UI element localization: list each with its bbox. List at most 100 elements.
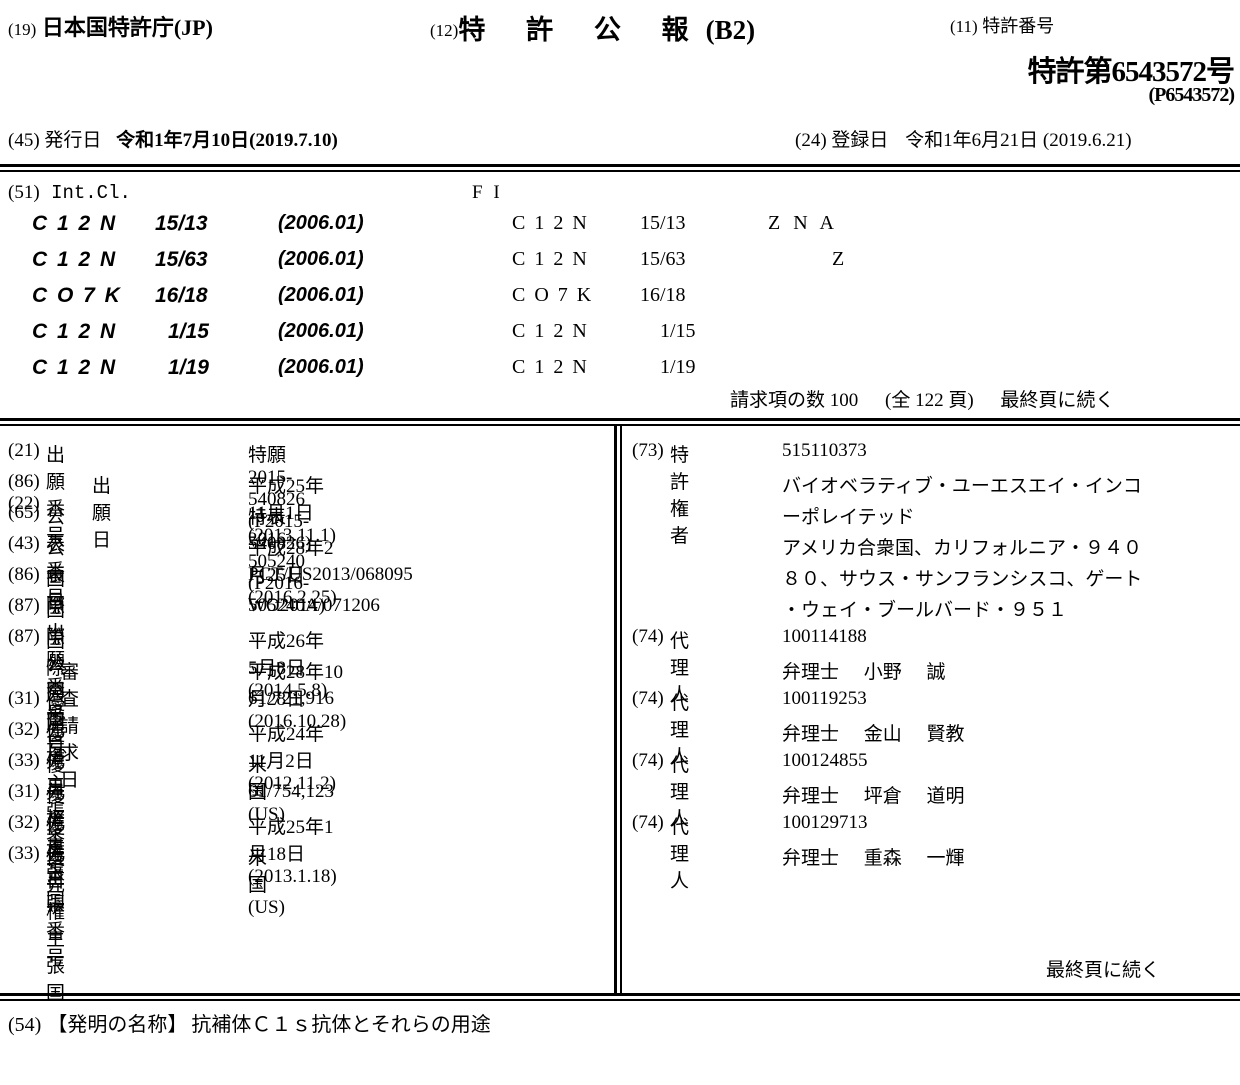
agent-family-name: 重森: [863, 848, 902, 869]
agent-family-name: 坪倉: [863, 786, 902, 807]
field-label: 代理人: [670, 693, 690, 768]
fi-symbol: C 1 2 N: [512, 356, 589, 378]
field-value: WO2014/071206: [248, 595, 380, 616]
field-label: 国際出願番号: [46, 569, 66, 725]
inid-code: (21): [8, 440, 40, 461]
inid-code: (31): [8, 688, 40, 709]
field-label: 公表日: [46, 538, 66, 613]
fi-symbol: C 1 2 N: [512, 320, 589, 342]
agent-given-name: 賢教: [926, 724, 965, 745]
page-title: 抗補体Ｃ１ｓ抗体とそれらの用途: [191, 1014, 491, 1036]
field-label: 優先権主張国: [46, 848, 66, 1004]
fi-group: 15/63: [640, 248, 686, 270]
inid-code: (74): [632, 626, 664, 647]
field-value: 平成28年2月25日 (2016.2.25): [248, 538, 337, 608]
field-label: 代理人: [670, 817, 690, 892]
inid-code: (33): [8, 750, 40, 771]
field-label: 優先権主張国: [46, 755, 66, 911]
document-title-text: 特 許 公 報: [458, 15, 706, 45]
document-code: (12): [430, 21, 459, 40]
intcl-header: (51) Int.Cl.: [8, 182, 131, 204]
claims-count: 請求項の数 100: [730, 390, 859, 411]
field-label: 審査請求日: [60, 662, 80, 791]
patentee-name-line: ーポレイテッド: [782, 507, 915, 528]
document-title: (12)特 許 公 報(B2): [430, 8, 755, 47]
agent-id: 100114188: [782, 626, 867, 647]
title-divider-upper: [0, 993, 1240, 996]
inid-code: (33): [8, 843, 40, 864]
patentee-address-line: アメリカ合衆国、カリフォルニア・９４０: [782, 538, 1143, 559]
title-divider-lower: [0, 999, 1240, 1001]
patentee-address-line: ８０、サウス・サンフランシスコ、ゲート: [782, 569, 1143, 590]
ipc-symbol: C 1 2 N: [32, 320, 118, 343]
ipc-version: (2006.01): [278, 248, 364, 270]
header-divider-upper: [0, 164, 1240, 167]
field-value: 平成26年5月8日 (2014.5.8): [248, 631, 328, 701]
field-value: 平成24年11月2日 (2012.11.2): [248, 724, 336, 794]
agent-title: 弁理士: [782, 662, 840, 683]
fi-symbol: C 1 2 N: [512, 248, 589, 270]
patent-number-code: (11): [950, 17, 978, 36]
ipc-symbol: C O 7 K: [32, 284, 122, 307]
field-value: 米国 (US): [248, 755, 285, 825]
agent-family-name: 小野: [863, 662, 902, 683]
publication-date-value: 令和1年7月10日(2019.7.10): [116, 130, 338, 151]
fi-header: F I: [472, 182, 503, 203]
bibliographic-divider-upper: [0, 418, 1240, 421]
field-value: 平成25年1月18日 (2013.1.18): [248, 817, 337, 887]
column-divider-right: [620, 424, 622, 994]
agent-name-line: 弁理士 重森 一輝: [782, 843, 965, 870]
field-value: 平成28年10月28日 (2016.10.28): [248, 662, 347, 732]
publication-date-row: (45) 発行日 令和1年7月10日(2019.7.10): [8, 125, 338, 152]
field-value: 特願2015-540826 (P2015-540826): [248, 445, 312, 554]
field-label: 国際公開日: [46, 631, 66, 760]
ipc-symbol: C 1 2 N: [32, 356, 118, 379]
registration-date-code: (24): [795, 130, 827, 151]
inid-code: (74): [632, 750, 664, 771]
agent-family-name: 金山: [863, 724, 902, 745]
bibliographic-left-column: (21) 出願番号 特願2015-540826 (P2015-540826) (…: [8, 440, 608, 1004]
classification-row: C 1 2 N 1/19 (2006.01) C 1 2 N 1/19: [0, 356, 1240, 386]
continued-note-bottom: 最終頁に続く: [1046, 960, 1161, 981]
field-label: 国際公開番号: [46, 600, 66, 756]
publication-date-code: (45): [8, 130, 40, 151]
office-code: (19): [8, 20, 37, 39]
continued-note-top: 最終頁に続く: [1000, 390, 1115, 411]
inid-code: (73): [632, 440, 664, 461]
fi-symbol: C 1 2 N: [512, 212, 589, 234]
ipc-version: (2006.01): [278, 320, 364, 342]
agent-id: 100119253: [782, 688, 867, 709]
inid-code: (32): [8, 812, 40, 833]
patent-number: 特許第6543572号: [1027, 56, 1235, 88]
agent-given-name: 道明: [926, 786, 965, 807]
agent-given-name: 一輝: [926, 848, 965, 869]
agent-title: 弁理士: [782, 724, 840, 745]
fi-group: 1/19: [660, 356, 696, 378]
patent-number-label: 特許番号: [982, 16, 1055, 36]
inid-code: (87): [8, 595, 40, 616]
ipc-version: (2006.01): [278, 356, 364, 378]
header-divider-lower: [0, 170, 1240, 172]
ipc-version: (2006.01): [278, 212, 364, 234]
classification-row: C 1 2 N 15/13 (2006.01) C 1 2 N 15/13 Z …: [0, 212, 1240, 242]
registration-date-row: (24) 登録日 令和1年6月21日 (2019.6.21): [795, 125, 1132, 152]
inid-code: (86) (22): [8, 471, 40, 514]
fi-group: 1/15: [660, 320, 696, 342]
agent-name-line: 弁理士 小野 誠: [782, 657, 946, 684]
ipc-group: 1/19: [168, 356, 209, 379]
field-label: 出願日: [92, 476, 112, 551]
office-name: 日本国特許庁(JP): [41, 15, 213, 40]
publication-date-label: 発行日: [44, 130, 102, 151]
fi-symbol: C O 7 K: [512, 284, 594, 306]
inid-code: (43): [8, 533, 40, 554]
patentee-id: 515110373: [782, 440, 867, 461]
field-value: 61/754,123: [248, 781, 335, 802]
fi-group: 16/18: [640, 284, 686, 306]
inid-code: (74): [632, 812, 664, 833]
classification-row: C O 7 K 16/18 (2006.01) C O 7 K 16/18: [0, 284, 1240, 314]
inid-code: (65): [8, 502, 40, 523]
registration-date-value: 令和1年6月21日 (2019.6.21): [905, 130, 1132, 151]
inid-code: (74): [632, 688, 664, 709]
classification-row: C 1 2 N 1/15 (2006.01) C 1 2 N 1/15: [0, 320, 1240, 350]
field-label: 優先権主張番号: [46, 786, 66, 969]
